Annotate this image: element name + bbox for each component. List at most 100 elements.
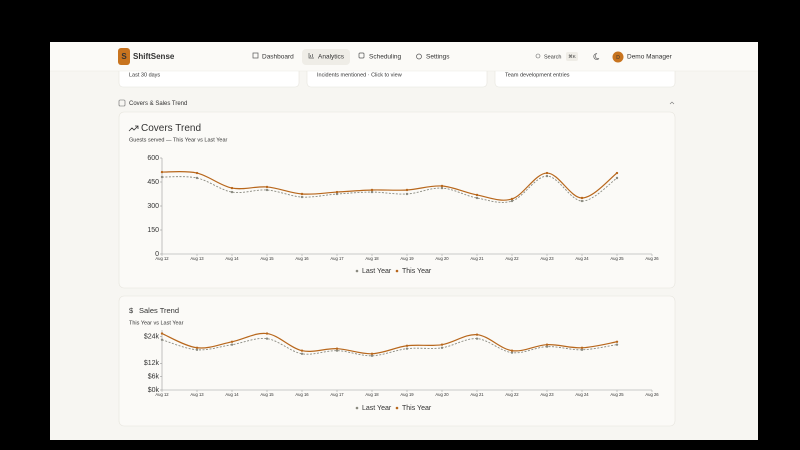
avatar[interactable] — [612, 51, 624, 63]
data-point — [440, 343, 444, 346]
legend-label: This Year — [402, 405, 432, 412]
data-point — [545, 345, 549, 348]
x-tick-label: Aug 13 — [190, 392, 204, 397]
legend-label: Last Year — [362, 268, 392, 275]
data-point — [335, 192, 339, 196]
nav-link[interactable]: Scheduling — [369, 54, 402, 61]
chart-subtitle: Guests served — This Year vs Last Year — [129, 137, 228, 143]
chart-title: Covers Trend — [141, 123, 201, 134]
data-point — [475, 196, 479, 200]
section-title[interactable]: Covers & Sales Trend — [129, 101, 187, 107]
y-tick-label: 450 — [147, 179, 159, 186]
chart-title: Sales Trend — [139, 306, 179, 315]
dashboard-icon — [252, 52, 259, 59]
x-tick-label: Aug 15 — [260, 256, 274, 261]
data-point — [615, 340, 619, 343]
x-tick-label: Aug 16 — [295, 256, 309, 261]
y-tick-label: 600 — [147, 155, 159, 162]
x-tick-label: Aug 16 — [295, 392, 309, 397]
data-point — [370, 188, 374, 192]
settings-icon — [416, 53, 422, 60]
y-tick-label: 150 — [147, 227, 159, 234]
logo[interactable] — [118, 48, 130, 65]
x-tick-label: Aug 25 — [610, 256, 624, 261]
x-tick-label: Aug 22 — [505, 392, 519, 397]
nav-link[interactable]: Dashboard — [262, 54, 294, 61]
data-point — [230, 186, 234, 190]
nav-link[interactable]: Settings — [426, 54, 450, 61]
data-point — [545, 171, 549, 175]
y-tick-label: 0 — [155, 251, 159, 258]
legend-label: Last Year — [362, 405, 392, 412]
data-point — [160, 332, 164, 335]
data-point — [300, 195, 304, 199]
x-tick-label: Aug 26 — [645, 256, 659, 261]
theme-toggle[interactable] — [593, 53, 600, 60]
x-tick-label: Aug 25 — [610, 392, 624, 397]
data-point — [160, 175, 164, 179]
data-point — [475, 193, 479, 197]
search[interactable]: Search — [544, 54, 561, 60]
data-point — [230, 190, 234, 194]
data-point — [300, 349, 304, 352]
data-point — [195, 348, 199, 351]
nav-link[interactable]: Analytics — [318, 54, 345, 61]
card-caption[interactable]: Incidents mentioned · Click to view — [317, 72, 402, 78]
x-tick-label: Aug 19 — [400, 256, 414, 261]
data-point — [405, 344, 409, 347]
data-point — [510, 199, 514, 203]
y-tick-label: $24k — [144, 334, 160, 341]
data-point — [405, 192, 409, 196]
x-tick-label: Aug 26 — [645, 392, 659, 397]
data-point — [265, 332, 269, 335]
data-point — [580, 348, 584, 351]
data-point — [370, 354, 374, 357]
section-icon — [118, 99, 126, 107]
data-point — [580, 346, 584, 349]
trend-icon — [128, 125, 139, 132]
chart-card — [118, 295, 676, 427]
data-point — [545, 174, 549, 178]
data-point — [475, 337, 479, 340]
data-point — [545, 343, 549, 346]
user-name[interactable]: Demo Manager — [627, 54, 673, 61]
data-point — [510, 349, 514, 352]
x-tick-label: Aug 24 — [575, 256, 589, 261]
x-tick-label: Aug 23 — [540, 256, 554, 261]
x-tick-label: Aug 17 — [330, 256, 344, 261]
legend-label: This Year — [402, 268, 432, 275]
data-point — [510, 351, 514, 354]
data-point — [615, 176, 619, 180]
series-line — [161, 171, 618, 201]
data-point — [510, 197, 514, 201]
data-point — [265, 337, 269, 340]
x-tick-label: Aug 21 — [470, 392, 484, 397]
data-point — [195, 171, 199, 175]
x-tick-label: Aug 12 — [155, 256, 169, 261]
data-point — [265, 188, 269, 192]
data-point — [615, 171, 619, 175]
search-icon — [535, 53, 541, 59]
avatar-letter: D — [616, 55, 620, 61]
data-point — [300, 352, 304, 355]
y-tick-label: $6k — [148, 374, 160, 381]
chart-subtitle: This Year vs Last Year — [129, 320, 184, 326]
analytics-icon — [308, 53, 314, 59]
chart-card — [118, 111, 676, 289]
legend-marker — [395, 406, 399, 410]
brand[interactable]: ShiftSense — [133, 52, 175, 61]
shortcut-box — [566, 52, 578, 61]
data-point — [160, 170, 164, 174]
x-tick-label: Aug 13 — [190, 256, 204, 261]
card-caption: Team development entries — [505, 72, 570, 78]
x-tick-label: Aug 19 — [400, 392, 414, 397]
x-tick-label: Aug 14 — [225, 256, 239, 261]
data-point — [580, 196, 584, 200]
data-point — [370, 352, 374, 355]
data-point — [335, 349, 339, 352]
card-caption: Last 30 days — [129, 72, 160, 78]
x-tick-label: Aug 12 — [155, 392, 169, 397]
collapse-chevron[interactable] — [669, 101, 675, 105]
y-tick-label: 300 — [147, 203, 159, 210]
